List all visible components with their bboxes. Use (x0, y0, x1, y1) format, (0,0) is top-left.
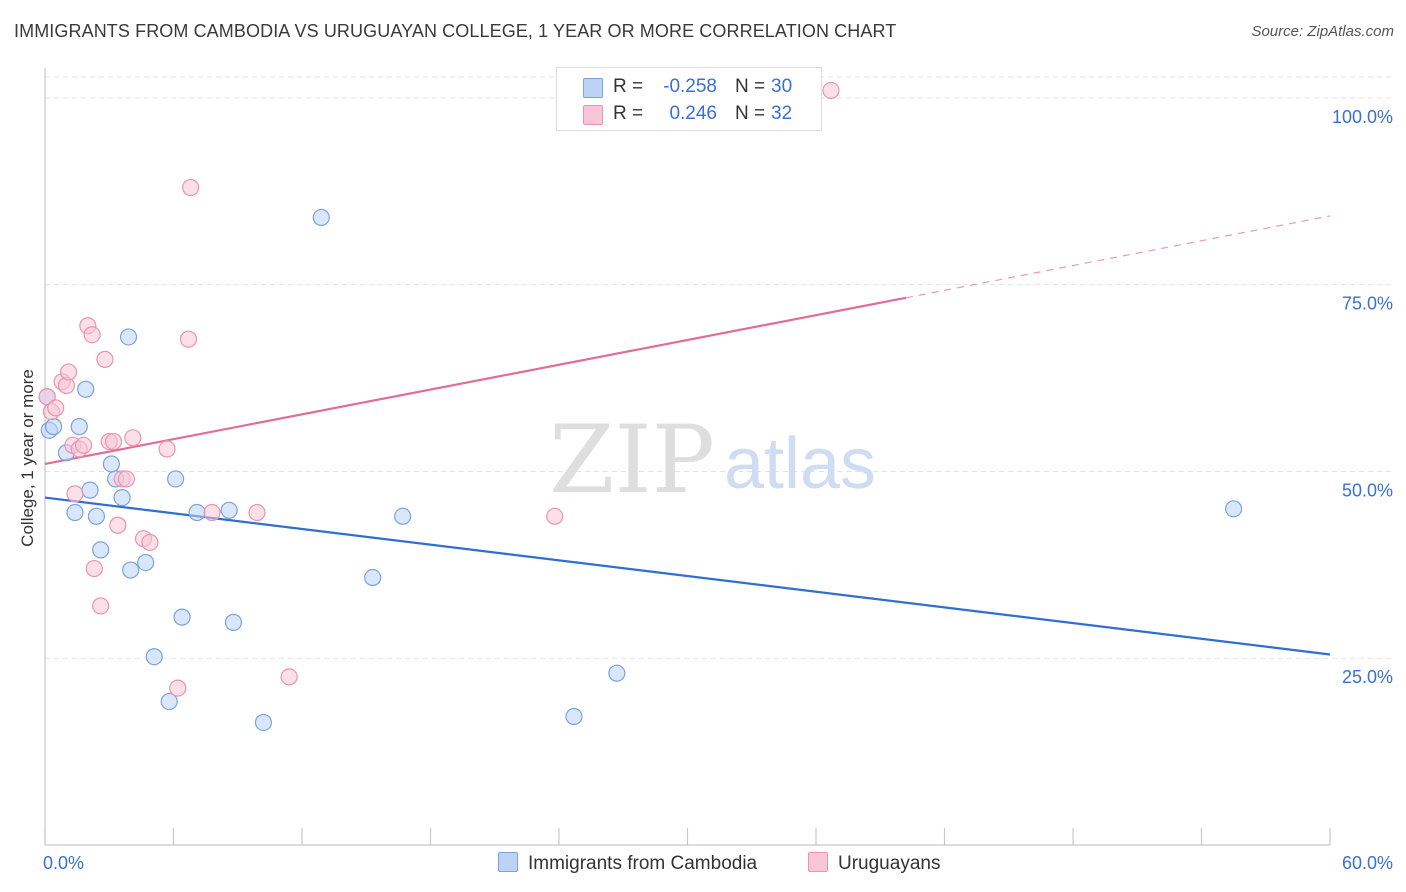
data-point-cambodia (220, 501, 238, 519)
data-point-cambodia (113, 488, 131, 507)
trend-lines (44, 215, 1331, 656)
data-point-uruguayans (203, 503, 221, 522)
data-point-uruguayans (66, 485, 84, 503)
y-tick-label: 75.0% (1342, 294, 1393, 314)
data-point-cambodia (254, 713, 273, 732)
legend-r-value: 0.246 (669, 103, 717, 124)
watermark-atlas: atlas (724, 424, 876, 504)
x-tick-label: 0.0% (43, 853, 84, 873)
legend-swatch-pink (808, 852, 828, 872)
legend-n-label: N = (735, 103, 766, 124)
y-tick-label: 100.0% (1332, 107, 1393, 127)
data-point-cambodia (1225, 500, 1243, 518)
chart-source: Source: ZipAtlas.com (1251, 23, 1394, 40)
data-point-cambodia (167, 470, 185, 488)
data-point-cambodia (81, 481, 99, 499)
chart-title: IMMIGRANTS FROM CAMBODIA VS URUGUAYAN CO… (14, 21, 897, 41)
data-point-cambodia (70, 418, 88, 436)
legend-n-value: 30 (771, 76, 793, 97)
data-point-cambodia (565, 707, 583, 726)
data-point-uruguayans (74, 436, 93, 454)
data-point-uruguayans (104, 432, 123, 451)
legend-r-label: R = (613, 103, 644, 124)
legend-swatch-blue (583, 78, 603, 98)
trend-line-dashed-uruguayans (905, 215, 1331, 299)
data-point-cambodia (394, 507, 412, 525)
data-point-cambodia (119, 328, 138, 346)
axis-ticks: 100.0% 75.0% 50.0% 25.0% 0.0% 60.0% (43, 107, 1393, 873)
legend-label-cambodia: Immigrants from Cambodia (528, 853, 758, 874)
trend-line-cambodia (44, 496, 1331, 656)
data-point-uruguayans (158, 440, 176, 458)
data-point-uruguayans (109, 516, 127, 534)
legend-n-label: N = (735, 76, 766, 97)
data-point-uruguayans (59, 363, 78, 381)
legend-swatch-pink (583, 105, 603, 125)
data-point-cambodia (66, 503, 84, 522)
legend-item-cambodia[interactable]: Immigrants from Cambodia (498, 852, 757, 875)
data-point-cambodia (312, 208, 330, 227)
legend-n-value: 32 (771, 103, 793, 124)
data-point-cambodia (102, 455, 120, 473)
data-point-uruguayans (96, 350, 114, 368)
trend-line-uruguayans (44, 296, 907, 466)
data-points (38, 81, 1243, 732)
data-point-cambodia (122, 561, 140, 579)
data-point-uruguayans (822, 81, 840, 100)
data-point-uruguayans (47, 399, 65, 417)
y-tick-label: 25.0% (1342, 667, 1393, 687)
data-point-uruguayans (92, 597, 110, 615)
data-point-uruguayans (124, 429, 142, 447)
data-point-cambodia (77, 380, 95, 398)
data-point-cambodia (173, 608, 191, 626)
gridlines (45, 76, 1392, 659)
data-point-uruguayans (248, 503, 266, 522)
data-point-cambodia (608, 664, 626, 682)
y-tick-label: 50.0% (1342, 480, 1393, 500)
data-point-cambodia (137, 553, 155, 572)
data-point-uruguayans (83, 326, 101, 344)
data-point-uruguayans (182, 178, 200, 197)
data-point-uruguayans (117, 470, 135, 488)
legend-r-label: R = (613, 76, 644, 97)
x-tick-label: 60.0% (1342, 853, 1393, 873)
legend-r-value: -0.258 (663, 76, 717, 97)
data-point-cambodia (44, 418, 63, 436)
data-point-cambodia (224, 613, 243, 631)
data-point-cambodia (188, 503, 206, 522)
data-point-cambodia (92, 541, 110, 559)
data-point-uruguayans (546, 507, 564, 525)
data-point-uruguayans (280, 668, 298, 686)
data-point-uruguayans (179, 330, 198, 348)
stats-legend: R = -0.258 N = 30 R = 0.246 N = 32 (556, 67, 822, 131)
watermark: ZIP atlas (549, 406, 876, 515)
legend-swatch-blue (498, 852, 518, 872)
data-point-cambodia (364, 568, 382, 587)
legend-label-uruguayans: Uruguayans (838, 853, 941, 874)
data-point-uruguayans (169, 679, 187, 697)
legend-item-uruguayans[interactable]: Uruguayans (808, 852, 940, 875)
data-point-cambodia (87, 507, 106, 525)
data-point-cambodia (145, 648, 163, 666)
data-point-uruguayans (141, 533, 159, 552)
watermark-zip: ZIP (549, 406, 715, 515)
data-point-cambodia (160, 692, 178, 711)
data-point-uruguayans (85, 559, 103, 578)
